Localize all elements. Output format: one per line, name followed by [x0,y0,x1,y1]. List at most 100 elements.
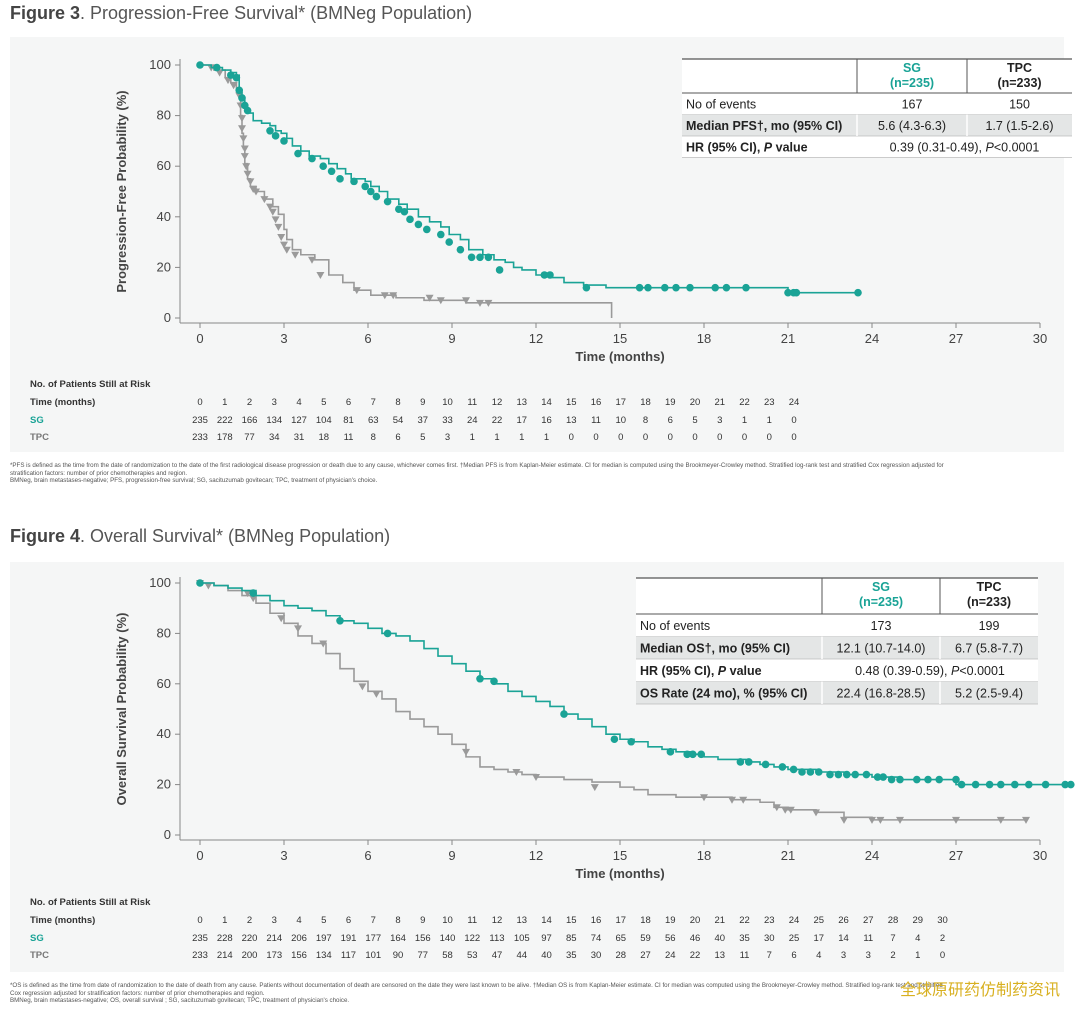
risk-value-sg: 22 [492,415,503,426]
risk-value-sg: 35 [739,933,750,944]
risk-time-value: 2 [247,397,252,408]
risk-time-value: 10 [442,397,453,408]
risk-value-sg: 191 [341,933,357,944]
risk-time-value: 4 [296,397,301,408]
censor-marker-sg [851,770,859,779]
risk-time-value: 3 [272,397,277,408]
risk-time-value: 24 [789,397,800,408]
censor-marker-sg [560,710,568,718]
risk-value-tpc: 101 [365,950,381,961]
censor-marker-sg [792,288,801,297]
censor-marker-tpc [352,287,361,295]
y-axis-label: Progression-Free Probability (%) [114,90,129,292]
risk-value-tpc: 6 [395,432,400,443]
censor-marker-sg [778,763,787,771]
risk-time-value: 12 [492,397,503,408]
risk-value-tpc: 1 [519,432,524,443]
censor-marker-tpc [308,256,316,264]
censor-marker-tpc [512,769,521,776]
censor-marker-sg [372,192,381,201]
risk-time-value: 14 [541,397,552,408]
censor-marker-sg [957,780,966,789]
table-row-shade [636,636,1038,659]
censor-marker-sg [249,589,257,597]
x-tick-label: 15 [613,331,627,346]
risk-value-tpc: 0 [940,950,945,961]
censor-marker-sg [1067,780,1075,789]
censor-marker-tpc [462,748,470,756]
risk-time-value: 17 [615,397,626,408]
risk-value-sg: 85 [566,933,577,944]
risk-row-label-tpc: TPC [30,432,49,443]
risk-time-value: 7 [371,915,376,926]
x-tick-label: 18 [697,331,711,346]
risk-value-tpc: 18 [318,432,329,443]
censor-marker-sg [1041,780,1050,789]
risk-value-tpc: 2 [890,950,895,961]
risk-value-sg: 127 [291,415,307,426]
y-tick-label: 60 [157,158,171,173]
risk-value-tpc: 134 [316,950,332,961]
censor-marker-sg [610,735,619,744]
risk-value-tpc: 6 [791,950,796,961]
censor-marker-sg [235,86,243,95]
risk-value-tpc: 44 [516,950,527,961]
censor-marker-tpc [266,203,274,211]
risk-value-tpc: 5 [420,432,425,443]
risk-value-sg: 56 [665,933,676,944]
figure-4-title-number: Figure 4 [10,526,81,546]
censor-marker-tpc [896,816,904,824]
censor-marker-tpc [316,271,325,279]
censor-marker-sg [935,775,943,784]
risk-value-tpc: 40 [541,950,552,961]
risk-value-sg: 1 [742,415,747,426]
risk-value-tpc: 47 [492,950,503,961]
censor-marker-tpc [260,196,269,204]
risk-value-sg: 3 [717,415,722,426]
y-tick-label: 80 [157,625,171,640]
table-header-tpc: TPC [977,580,1002,594]
risk-value-tpc: 0 [569,432,574,443]
risk-row-label-tpc: TPC [30,950,49,961]
risk-time-value: 30 [937,915,948,926]
censor-marker-tpc [215,69,224,77]
risk-value-tpc: 11 [740,950,750,961]
risk-time-value: 4 [296,915,301,926]
risk-value-sg: 206 [291,933,307,944]
x-tick-label: 3 [280,331,287,346]
censor-marker-sg [361,182,370,191]
censor-marker-sg [683,750,691,759]
x-tick-label: 24 [865,848,879,863]
censor-marker-sg [742,283,750,292]
censor-marker-tpc [372,690,381,698]
table-header-tpc-n: (n=233) [997,76,1041,90]
risk-time-value: 13 [516,915,527,926]
censor-marker-tpc [238,115,246,123]
table-row-label: No of events [640,619,710,633]
censor-marker-tpc [277,615,286,623]
risk-value-sg: 235 [192,933,208,944]
censor-marker-sg [697,750,705,759]
risk-value-sg: 235 [192,415,208,426]
risk-value-tpc: 7 [767,950,772,961]
figure-4-footnotes: *OS is defined as the time from date of … [10,982,1060,1005]
risk-time-value: 9 [420,397,425,408]
footnote: BMNeg, brain metastases-negative; PFS, p… [10,477,378,485]
risk-time-value: 24 [789,915,800,926]
table-row-shade [636,681,1038,704]
censor-marker-sg [582,283,591,292]
censor-marker-sg [952,775,960,784]
x-tick-label: 9 [448,848,455,863]
censor-marker-sg [243,106,252,115]
censor-marker-tpc [277,234,286,242]
risk-value-sg: 40 [714,933,725,944]
risk-value-sg: 97 [541,933,552,944]
footnote: *OS is defined as the time from date of … [10,982,943,989]
risk-value-sg: 16 [541,415,552,426]
table-header-sg-n: (n=235) [859,595,903,609]
censor-marker-sg [913,775,921,784]
censor-marker-sg [213,63,221,72]
table-cell-tpc: 5.2 (2.5-9.4) [955,686,1023,700]
censor-marker-sg [294,149,302,158]
censor-marker-sg [843,770,851,779]
